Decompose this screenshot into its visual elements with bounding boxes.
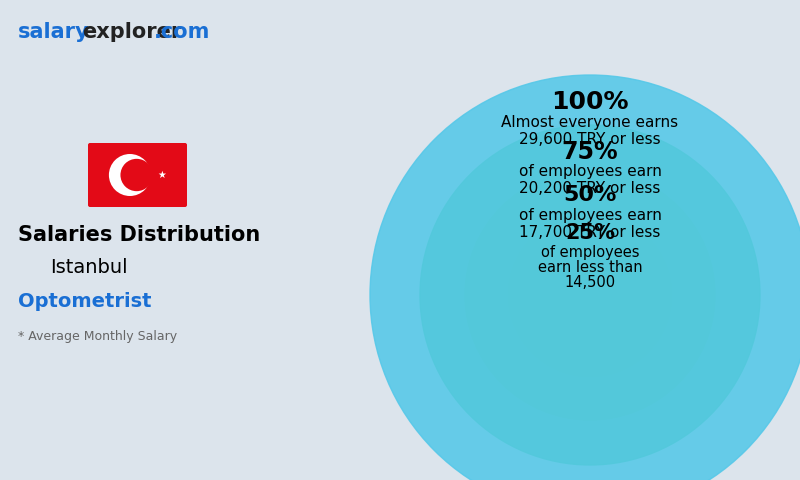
Text: 20,200 TRY or less: 20,200 TRY or less — [519, 181, 661, 196]
Text: explorer: explorer — [82, 22, 182, 42]
Text: Optometrist: Optometrist — [18, 292, 151, 311]
Text: 100%: 100% — [551, 90, 629, 114]
Text: .com: .com — [154, 22, 210, 42]
FancyBboxPatch shape — [88, 143, 187, 207]
Circle shape — [109, 154, 151, 196]
Text: Almost everyone earns: Almost everyone earns — [502, 115, 678, 130]
Text: of employees earn: of employees earn — [518, 164, 662, 179]
Text: Istanbul: Istanbul — [50, 258, 128, 277]
Text: 25%: 25% — [565, 223, 615, 243]
Text: ★: ★ — [157, 170, 166, 180]
Circle shape — [121, 159, 153, 191]
Text: 14,500: 14,500 — [565, 275, 615, 290]
Text: 50%: 50% — [563, 185, 617, 205]
Text: salary: salary — [18, 22, 90, 42]
Text: of employees: of employees — [541, 245, 639, 260]
Text: Salaries Distribution: Salaries Distribution — [18, 225, 260, 245]
Text: 29,600 TRY or less: 29,600 TRY or less — [519, 132, 661, 147]
Text: * Average Monthly Salary: * Average Monthly Salary — [18, 330, 177, 343]
Text: of employees earn: of employees earn — [518, 208, 662, 223]
Circle shape — [370, 75, 800, 480]
Text: 17,700 TRY or less: 17,700 TRY or less — [519, 225, 661, 240]
Text: 75%: 75% — [562, 140, 618, 164]
Text: earn less than: earn less than — [538, 260, 642, 275]
Circle shape — [420, 125, 760, 465]
Circle shape — [508, 213, 672, 377]
Circle shape — [465, 170, 715, 420]
